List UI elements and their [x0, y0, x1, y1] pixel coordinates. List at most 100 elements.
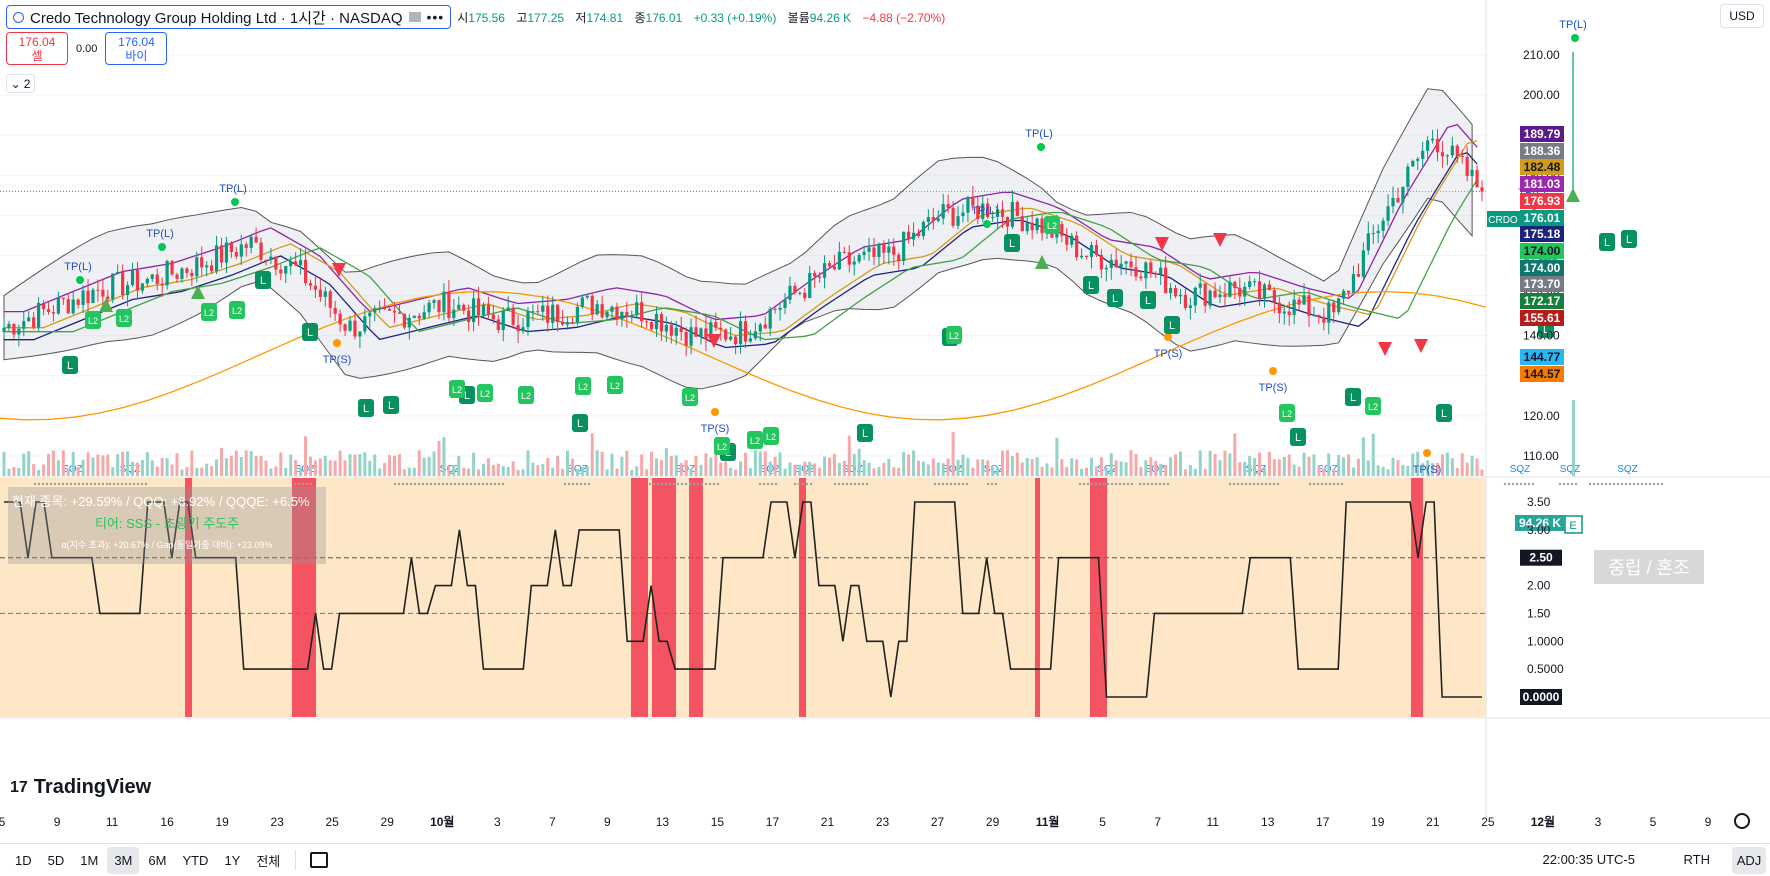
candle-body: [704, 328, 708, 340]
flag-icon[interactable]: [408, 12, 421, 22]
candle-body: [1154, 273, 1158, 275]
clock[interactable]: 22:00:35 UTC-5: [1542, 852, 1636, 867]
long-signal-label: L: [1543, 324, 1549, 336]
settings-icon[interactable]: [1734, 813, 1750, 829]
candle-body: [758, 324, 762, 332]
candle-body: [575, 306, 580, 323]
candle-body: [783, 299, 787, 308]
volume-bar: [1396, 460, 1400, 476]
symbol-title[interactable]: Credo Technology Group Holding Ltd · 1시간…: [30, 9, 403, 27]
tp-short-label: TP(S): [1154, 348, 1183, 360]
candle-body: [130, 269, 135, 286]
volume-bar: [1050, 467, 1054, 476]
volume-bar: [61, 450, 65, 476]
squeeze-dot: [1616, 482, 1620, 486]
candle-body: [1435, 138, 1440, 153]
volume-bar: [299, 467, 303, 476]
date-tick-label: 19: [215, 815, 229, 829]
candle-body: [1183, 294, 1188, 309]
timeframe-1y[interactable]: 1Y: [224, 852, 241, 868]
candle-body: [200, 257, 204, 268]
tradingview-logo[interactable]: 17 TradingView: [10, 776, 151, 799]
sell-label: 셀: [31, 48, 43, 63]
volume-bar: [783, 468, 787, 476]
squeeze-dot: [692, 482, 696, 486]
symbol-title-box[interactable]: Credo Technology Group Holding Ltd · 1시간…: [6, 5, 452, 29]
candle-body: [1000, 209, 1005, 217]
volume-bar: [205, 463, 209, 476]
candle-body: [620, 312, 624, 320]
timeframe-3m[interactable]: 3M: [107, 846, 140, 874]
candle-body: [471, 298, 476, 323]
volume-bar: [516, 469, 520, 476]
volume-bar: [1277, 459, 1281, 476]
volume-bar: [1287, 454, 1291, 476]
volume-bar: [1282, 456, 1286, 476]
candle-body: [106, 296, 110, 300]
timeframe-5d[interactable]: 5D: [47, 852, 65, 868]
volume-bar: [788, 462, 792, 476]
candle-body: [803, 292, 807, 299]
squeeze-dot: [1566, 482, 1570, 486]
candle-body: [1253, 281, 1257, 283]
volume-bar: [585, 466, 589, 476]
candle-body: [1460, 156, 1464, 158]
volume-bar: [640, 454, 644, 476]
timeframe-1d[interactable]: 1D: [15, 852, 32, 868]
volume-bar: [1337, 454, 1341, 476]
timeframe-6m[interactable]: 6M: [148, 852, 167, 868]
timeframe-1m[interactable]: 1M: [80, 852, 99, 868]
candle-body: [986, 203, 990, 217]
squeeze-dot: [587, 482, 591, 486]
volume-bar: [1307, 456, 1311, 476]
candle-body: [961, 212, 965, 217]
indicator-tick-label: 3.50: [1527, 495, 1551, 509]
volume-bar: [620, 456, 624, 476]
currency-button[interactable]: USD: [1720, 4, 1764, 28]
candle-body: [956, 216, 960, 226]
candle-body: [185, 268, 189, 273]
candle-body: [1317, 314, 1321, 317]
squeeze-dot: [112, 482, 116, 486]
buy-button[interactable]: 176.04 바이: [105, 32, 168, 65]
volume-bar: [397, 454, 401, 476]
candle-body: [1065, 235, 1069, 245]
candle-body: [832, 266, 837, 270]
session-button[interactable]: RTH: [1683, 852, 1710, 867]
candle-body: [1119, 263, 1123, 268]
candle-body: [1178, 294, 1183, 297]
indicator-collapse-button[interactable]: ⌄ 2: [6, 74, 35, 93]
adjust-button[interactable]: ADJ: [1732, 847, 1766, 874]
low-value: 174.81: [586, 10, 624, 25]
candle-body: [1287, 311, 1291, 315]
candle-body: [116, 271, 120, 274]
volume-bar: [215, 459, 219, 476]
candle-body: [432, 300, 436, 303]
timeframe-all[interactable]: 전체: [256, 853, 281, 869]
candle-body: [452, 309, 456, 318]
squeeze-dot: [1604, 482, 1608, 486]
volume-bar: [951, 432, 955, 476]
volume-bar: [1480, 469, 1484, 476]
timeframe-ytd[interactable]: YTD: [182, 852, 209, 868]
tp-short-dot: [1164, 333, 1172, 341]
indicator-tick-label: 3.00: [1527, 523, 1551, 537]
long-signal-label: L: [862, 428, 868, 440]
volume-bar: [847, 435, 851, 476]
date-range-icon[interactable]: [310, 852, 329, 868]
candle-body: [27, 317, 31, 322]
volume-bar: [348, 454, 352, 476]
candle-body: [793, 285, 797, 294]
price-badge-label: 174.00: [1524, 261, 1561, 275]
long-signal-marker: [383, 396, 399, 414]
candle-body: [640, 302, 644, 322]
squeeze-dot: [965, 482, 969, 486]
volume-bar: [556, 455, 560, 476]
squeeze-label: SQZ: [1510, 464, 1531, 475]
squeeze-dot: [1158, 482, 1162, 486]
candle-body: [1381, 220, 1385, 231]
more-icon[interactable]: •••: [426, 9, 445, 25]
sell-button[interactable]: 176.04 셀: [6, 32, 68, 65]
volume-bar: [1015, 452, 1019, 476]
